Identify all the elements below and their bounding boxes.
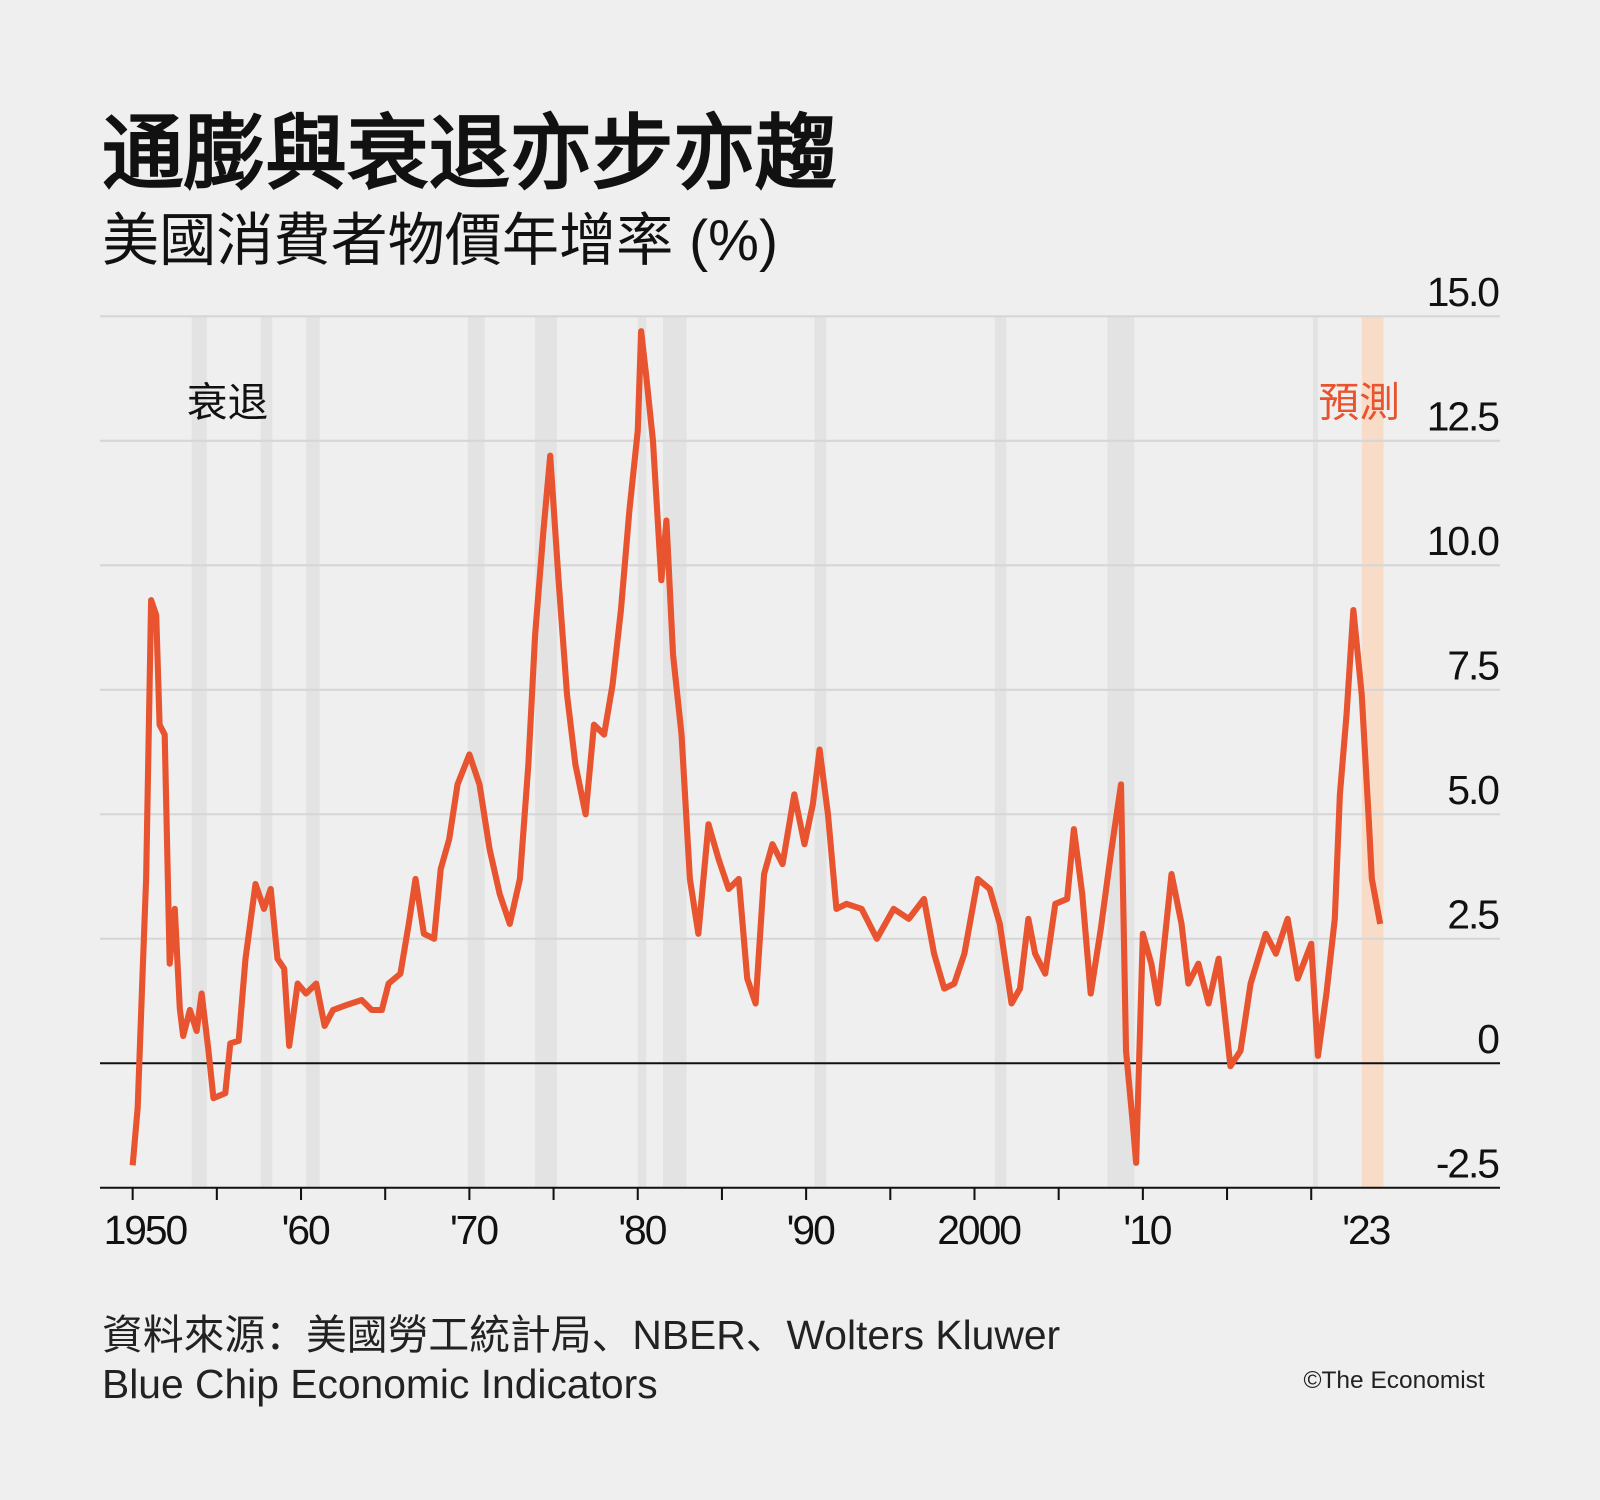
recession-bands bbox=[191, 316, 1384, 1188]
x-tick-label: '10 bbox=[1123, 1207, 1171, 1253]
y-tick-label: 15.0 bbox=[1427, 269, 1500, 315]
y-axis: 15.0 12.5 10.0 7.5 5.0 2.5 0 -2.5 bbox=[1427, 269, 1502, 1187]
recession-label: 衰退 bbox=[187, 379, 269, 425]
x-tick-label: '90 bbox=[787, 1207, 835, 1253]
x-tick-label: '70 bbox=[450, 1207, 498, 1253]
x-tick-label: 1950 bbox=[104, 1207, 188, 1253]
y-tick-label: 12.5 bbox=[1427, 394, 1499, 440]
y-tick-label: 2.5 bbox=[1447, 892, 1498, 938]
x-tick-label: 2000 bbox=[937, 1207, 1021, 1253]
chart-subtitle: 美國消費者物價年增率 (%) bbox=[102, 209, 778, 273]
forecast-band bbox=[1361, 316, 1384, 1188]
forecast-label: 預測 bbox=[1318, 379, 1400, 425]
y-tick-label: 5.0 bbox=[1447, 767, 1499, 813]
recession-band bbox=[467, 316, 485, 1188]
cpi-line bbox=[129, 328, 1384, 1166]
x-tick-label: '60 bbox=[282, 1207, 330, 1253]
y-tick-label: 10.0 bbox=[1427, 518, 1500, 564]
gridlines bbox=[100, 315, 1500, 1189]
y-tick-label: 0 bbox=[1477, 1016, 1499, 1062]
source-line-2: Blue Chip Economic Indicators bbox=[102, 1361, 658, 1407]
y-tick-label: 7.5 bbox=[1447, 643, 1498, 689]
recession-band bbox=[306, 316, 320, 1188]
recession-band bbox=[535, 316, 557, 1188]
x-tick-label: '23 bbox=[1342, 1207, 1389, 1253]
recession-band bbox=[1107, 316, 1135, 1188]
recession-band bbox=[191, 316, 207, 1188]
recession-band bbox=[637, 316, 647, 1188]
y-tick-label: -2.5 bbox=[1436, 1141, 1498, 1187]
source-line-1: 資料來源：美國勞工統計局、NBER、Wolters Kluwer bbox=[102, 1312, 1060, 1358]
copyright: ©The Economist bbox=[1303, 1367, 1484, 1394]
recession-band bbox=[1312, 316, 1318, 1188]
x-axis: 1950 '60 '70 '80 '90 2000 '10 '23 bbox=[104, 1187, 1392, 1253]
chart-title: 通膨與衰退亦步亦趨 bbox=[102, 109, 837, 200]
recession-band bbox=[260, 316, 273, 1188]
x-tick-label: '80 bbox=[618, 1207, 666, 1253]
recession-band bbox=[994, 316, 1007, 1188]
